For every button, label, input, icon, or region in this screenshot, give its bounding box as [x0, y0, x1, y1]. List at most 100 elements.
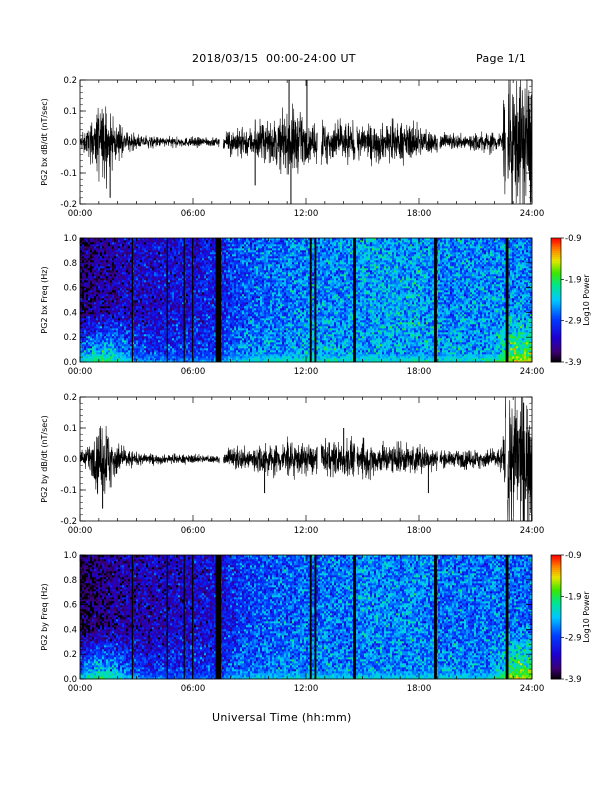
- heat-cell: [144, 310, 146, 312]
- heat-cell: [146, 334, 148, 336]
- heat-cell: [228, 358, 230, 360]
- heat-cell: [112, 268, 114, 270]
- heat-cell: [118, 280, 120, 282]
- heat-cell: [90, 310, 92, 312]
- heat-cell: [94, 316, 96, 318]
- heat-cell: [126, 356, 128, 358]
- heat-cell: [140, 276, 142, 278]
- heat-cell: [112, 306, 114, 308]
- heat-cell: [122, 304, 124, 306]
- heat-cell: [212, 358, 214, 360]
- heat-cell: [162, 270, 164, 272]
- heat-cell: [234, 316, 236, 318]
- heat-cell: [88, 256, 90, 258]
- heat-cell: [118, 322, 120, 324]
- heat-cell: [226, 300, 228, 302]
- heat-cell: [114, 314, 116, 316]
- heat-cell: [92, 336, 94, 338]
- heat-cell: [86, 344, 88, 346]
- heat-cell: [170, 270, 172, 272]
- heat-cell: [208, 288, 210, 290]
- heat-cell: [158, 322, 160, 324]
- heat-cell: [168, 250, 170, 252]
- heat-cell: [190, 350, 192, 352]
- heat-cell: [136, 272, 138, 274]
- heat-cell: [118, 268, 120, 270]
- heat-cell: [178, 286, 180, 288]
- heat-cell: [110, 328, 112, 330]
- heat-cell: [102, 244, 104, 246]
- heat-cell: [156, 332, 158, 334]
- heat-cell: [226, 314, 228, 316]
- heat-cell: [158, 340, 160, 342]
- heat-cell: [162, 288, 164, 290]
- heat-cell: [106, 326, 108, 328]
- heat-cell: [108, 262, 110, 264]
- heat-cell: [116, 244, 118, 246]
- heat-cell: [154, 326, 156, 328]
- heat-cell: [120, 274, 122, 276]
- heat-cell: [120, 332, 122, 334]
- heat-cell: [160, 354, 162, 356]
- heat-cell: [150, 342, 152, 344]
- heat-cell: [224, 284, 226, 286]
- heat-cell: [176, 312, 178, 314]
- heat-cell: [140, 308, 142, 310]
- heat-cell: [142, 308, 144, 310]
- heat-cell: [188, 284, 190, 286]
- heat-cell: [200, 324, 202, 326]
- heat-cell: [92, 348, 94, 350]
- heat-cell: [96, 346, 98, 348]
- heat-cell: [210, 306, 212, 308]
- heat-cell: [194, 336, 196, 338]
- heat-cell: [150, 356, 152, 358]
- heat-cell: [152, 336, 154, 338]
- heat-cell: [168, 268, 170, 270]
- heat-cell: [196, 310, 198, 312]
- heat-cell: [170, 350, 172, 352]
- heat-cell: [128, 302, 130, 304]
- heat-cell: [84, 304, 86, 306]
- heat-cell: [200, 304, 202, 306]
- heat-cell: [190, 348, 192, 350]
- heat-cell: [210, 322, 212, 324]
- heat-cell: [230, 280, 232, 282]
- heat-cell: [106, 346, 108, 348]
- heat-cell: [152, 340, 154, 342]
- heat-cell: [120, 310, 122, 312]
- heat-cell: [136, 354, 138, 356]
- heat-cell: [198, 302, 200, 304]
- heat-cell: [128, 284, 130, 286]
- heat-cell: [108, 338, 110, 340]
- heat-cell: [162, 310, 164, 312]
- heat-cell: [174, 248, 176, 250]
- heat-cell: [140, 268, 142, 270]
- heat-cell: [210, 296, 212, 298]
- heat-cell: [108, 316, 110, 318]
- heat-cell: [190, 328, 192, 330]
- heat-cell: [196, 246, 198, 248]
- heat-cell: [224, 342, 226, 344]
- heat-cell: [212, 304, 214, 306]
- heat-cell: [172, 316, 174, 318]
- heat-cell: [164, 244, 166, 246]
- heat-cell: [154, 254, 156, 256]
- heat-cell: [118, 334, 120, 336]
- heat-cell: [150, 312, 152, 314]
- heat-cell: [136, 328, 138, 330]
- heat-cell: [114, 304, 116, 306]
- heat-cell: [84, 254, 86, 256]
- heat-cell: [136, 336, 138, 338]
- heat-cell: [116, 258, 118, 260]
- heat-cell: [82, 288, 84, 290]
- heat-cell: [196, 358, 198, 360]
- heat-cell: [96, 316, 98, 318]
- heat-cell: [142, 350, 144, 352]
- heat-cell: [232, 354, 234, 356]
- heat-cell: [100, 314, 102, 316]
- heat-cell: [154, 282, 156, 284]
- heat-cell: [134, 334, 136, 336]
- heat-cell: [164, 262, 166, 264]
- heat-cell: [170, 276, 172, 278]
- heat-cell: [136, 268, 138, 270]
